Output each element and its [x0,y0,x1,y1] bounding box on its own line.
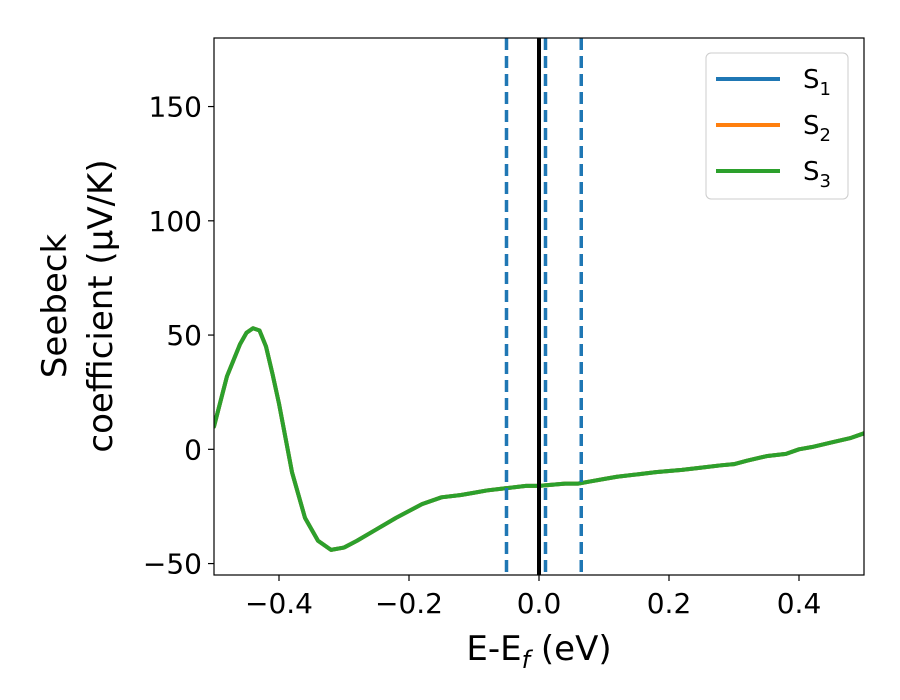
legend: S1 S2 S3 [705,52,849,200]
legend-label-s2: S2 [803,111,831,146]
y-tick-label: 150 [149,91,202,124]
x-tick-label: 0.2 [647,587,692,620]
y-axis-title-line2: coefficient (μV/K) [81,159,121,452]
x-tick-label: −0.2 [375,587,443,620]
y-tick-label: −50 [143,548,202,581]
legend-label-s3: S3 [803,157,831,192]
x-axis-title: E-Ef (eV) [466,629,611,674]
vertical-markers [504,38,583,575]
x-tick-label: 0.4 [777,587,822,620]
legend-label-s1: S1 [803,65,831,100]
y-tick-label: 0 [184,433,202,466]
y-axis-title: Seebeck coefficient (μV/K) [35,159,121,452]
x-axis-ticks: −0.4 −0.2 0.0 0.2 0.4 [245,575,821,620]
x-tick-label: −0.4 [245,587,313,620]
y-tick-label: 50 [166,319,202,352]
y-tick-label: 100 [149,205,202,238]
x-tick-label: 0.0 [517,587,562,620]
y-axis-ticks: −50 0 50 100 150 [143,91,214,581]
y-axis-title-line1: Seebeck [35,234,75,379]
